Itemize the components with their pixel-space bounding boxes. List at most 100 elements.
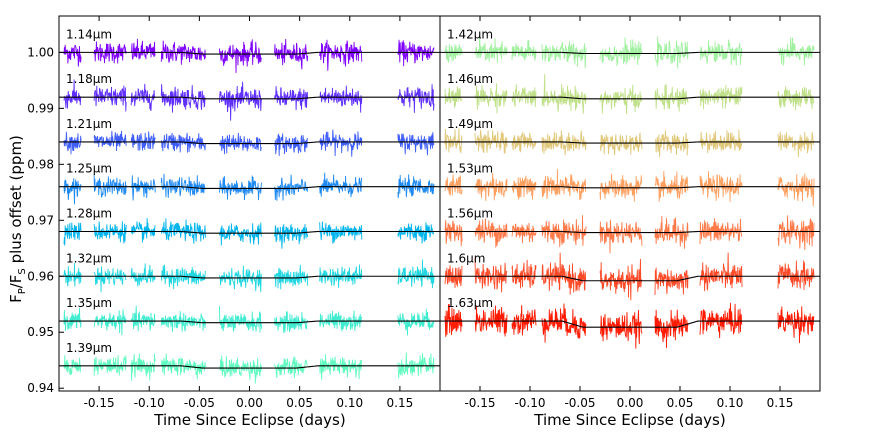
light-curve-orbit xyxy=(218,355,262,384)
light-curve-orbit xyxy=(444,219,463,247)
right-x-axis-title: Time Since Eclipse (days) xyxy=(533,411,725,429)
x-tick-label: 0.05 xyxy=(667,396,694,410)
y-tick-label: 0.98 xyxy=(27,157,54,171)
light-curve-orbit xyxy=(777,173,815,207)
x-tick-label: -0.05 xyxy=(184,396,215,410)
light-curve-orbit xyxy=(654,36,689,69)
series-1.46m: 1.46μm xyxy=(440,72,820,115)
light-curve-orbit xyxy=(274,133,308,156)
light-curve-orbit xyxy=(599,132,643,156)
light-curve-orbit xyxy=(160,173,206,198)
model-line xyxy=(440,320,820,328)
light-curve-orbit xyxy=(599,219,643,254)
wavelength-label: 1.28μm xyxy=(66,206,112,220)
series-1.56m: 1.56μm xyxy=(440,206,820,254)
light-curve-orbit xyxy=(541,303,587,343)
light-curve-orbit xyxy=(699,218,743,245)
series-1.32m: 1.32μm xyxy=(59,251,440,293)
light-curve-orbit xyxy=(397,222,435,244)
light-curve-orbit xyxy=(63,131,82,155)
light-curve-orbit xyxy=(444,86,463,109)
light-curve-orbit xyxy=(511,259,537,289)
model-line xyxy=(440,51,820,55)
model-line xyxy=(59,320,440,324)
light-curve-orbit xyxy=(160,218,206,244)
wavelength-label: 1.6μm xyxy=(447,251,485,265)
x-tick-label: -0.10 xyxy=(134,396,165,410)
light-curve-orbit xyxy=(274,356,309,379)
light-curve-orbit xyxy=(541,73,587,114)
light-curve-orbit xyxy=(777,260,815,290)
light-curve-orbit xyxy=(777,215,815,250)
model-line xyxy=(59,141,440,145)
left-chart-panel: 1.14μm 1.18μm 1.21μm 1.25μm 1.28μm 1.32μm 1.35… xyxy=(27,15,441,410)
light-curve-orbit xyxy=(444,43,463,64)
light-curve-orbit xyxy=(511,40,537,61)
light-curve-orbit xyxy=(654,267,689,295)
light-curve-orbit xyxy=(130,263,156,287)
light-curve-orbit xyxy=(218,265,262,293)
light-curve-orbit xyxy=(397,352,435,379)
light-curve-orbit xyxy=(699,129,743,154)
light-curve-orbit xyxy=(130,218,156,243)
series-1.28m: 1.28μm xyxy=(59,206,440,249)
light-curve-orbit xyxy=(93,355,127,376)
light-curve-orbit xyxy=(541,41,587,69)
x-tick-label: 0.10 xyxy=(717,396,744,410)
light-curve-orbit xyxy=(130,131,156,151)
x-tick-label: 0.05 xyxy=(286,396,313,410)
series-1.6m: 1.6μm xyxy=(440,251,820,301)
light-curve-orbit xyxy=(474,218,508,248)
light-curve-orbit xyxy=(541,168,587,200)
wavelength-label: 1.39μm xyxy=(66,341,112,355)
light-curve-orbit xyxy=(654,130,689,158)
wavelength-label: 1.25μm xyxy=(66,162,112,176)
light-curve-orbit xyxy=(397,132,435,156)
series-1.39m: 1.39μm xyxy=(59,341,440,384)
light-curve-orbit xyxy=(444,304,463,337)
x-tick-label: 0.00 xyxy=(617,396,644,410)
light-curve-orbit xyxy=(654,215,689,249)
light-curve-orbit xyxy=(444,265,463,288)
right-axes: -0.15 -0.10 -0.05 0.00 0.05 0.10 0.15 xyxy=(439,15,821,410)
light-curve-orbit xyxy=(777,86,815,111)
light-curve-orbit xyxy=(444,128,463,154)
light-curve-orbit xyxy=(63,355,82,376)
light-curve-orbit xyxy=(699,171,743,202)
light-curve-orbit xyxy=(599,258,643,301)
light-curve-orbit xyxy=(274,264,309,290)
light-curve-orbit xyxy=(599,310,643,349)
wavelength-label: 1.49μm xyxy=(447,117,493,131)
light-curve-orbit xyxy=(160,132,206,153)
y-tick-label: 0.96 xyxy=(27,269,54,283)
light-curve-orbit xyxy=(397,39,435,67)
light-curve-orbit xyxy=(218,39,262,73)
series-1.35m: 1.35μm xyxy=(59,296,440,336)
light-curve-orbit xyxy=(319,39,363,71)
light-curve-orbit xyxy=(541,130,587,156)
series-1.53m: 1.53μm xyxy=(440,162,820,207)
light-curve-orbit xyxy=(599,37,643,66)
light-curve-orbit xyxy=(654,171,689,202)
light-curve-orbit xyxy=(319,85,363,113)
light-curve-orbit xyxy=(319,310,363,332)
light-curve-orbit xyxy=(319,221,363,244)
right-axes-frame xyxy=(439,15,821,392)
series-1.42m: 1.42μm xyxy=(440,27,820,69)
light-curve-orbit xyxy=(511,84,537,108)
y-tick-label: 1.00 xyxy=(27,45,54,59)
model-line xyxy=(440,96,820,100)
light-curve-orbit xyxy=(274,223,309,249)
series-1.49m: 1.49μm xyxy=(440,117,820,158)
light-curve-orbit xyxy=(93,221,127,244)
light-curve-orbit xyxy=(160,311,206,332)
x-tick-label: -0.05 xyxy=(564,396,595,410)
model-line xyxy=(440,275,820,282)
wavelength-label: 1.56μm xyxy=(447,206,493,220)
light-curve-orbit xyxy=(699,252,743,292)
x-tick-label: -0.10 xyxy=(514,396,545,410)
light-curve-orbit xyxy=(654,309,689,348)
light-curve-orbit xyxy=(474,83,508,114)
light-curve-orbit xyxy=(511,305,537,336)
